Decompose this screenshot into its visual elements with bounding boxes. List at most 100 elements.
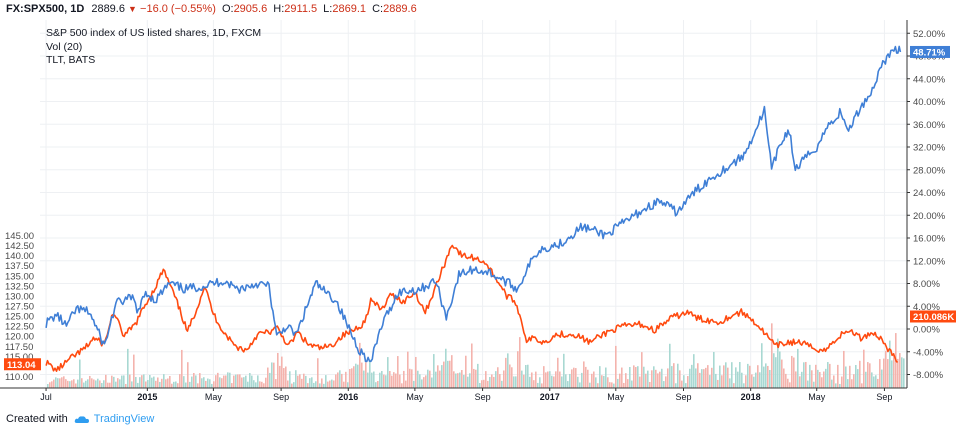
volume-bar	[259, 381, 261, 388]
volume-bar	[685, 383, 687, 388]
volume-bar	[627, 379, 629, 388]
volume-bar	[171, 383, 173, 388]
volume-bar	[359, 342, 361, 388]
volume-bar	[817, 369, 819, 388]
volume-bar	[51, 381, 53, 388]
volume-bar	[225, 375, 227, 388]
volume-bar	[843, 350, 845, 388]
volume-bar	[53, 379, 55, 388]
volume-bar	[669, 343, 671, 388]
volume-bar	[431, 377, 433, 388]
volume-bar	[893, 353, 895, 388]
right-axis-tick: 0.00%	[913, 325, 940, 336]
volume-bar	[451, 355, 453, 388]
spx-last-value-label: 48.71%	[913, 47, 946, 58]
volume-bar	[845, 366, 847, 388]
volume-bar	[647, 370, 649, 388]
volume-bar	[81, 378, 83, 388]
volume-bar	[427, 369, 429, 388]
volume-bar	[227, 372, 229, 388]
volume-bar	[339, 370, 341, 388]
tradingview-link[interactable]: TradingView	[93, 413, 155, 425]
volume-bar	[503, 370, 505, 388]
volume-bar	[507, 353, 509, 388]
volume-bar	[181, 349, 183, 388]
volume-bar	[497, 367, 499, 388]
close-label: C:	[372, 3, 384, 15]
time-axis-tick: Sep	[273, 392, 289, 402]
volume-bar	[859, 360, 861, 388]
right-axis-tick: 12.00%	[913, 256, 946, 267]
volume-bar	[315, 381, 317, 388]
volume-bar	[487, 380, 489, 388]
right-axis-tick: 4.00%	[913, 302, 940, 313]
right-axis-tick: 32.00%	[913, 143, 946, 154]
volume-bar	[341, 373, 343, 388]
volume-bar	[65, 379, 67, 388]
volume-bar	[433, 354, 435, 388]
volume-bar	[329, 380, 331, 388]
volume-bar	[499, 374, 501, 388]
volume-bar	[523, 374, 525, 388]
volume-bar	[839, 383, 841, 388]
volume-bar	[303, 373, 305, 388]
right-axis[interactable]: 52.00%48.00%44.00%40.00%36.00%32.00%28.0…	[907, 29, 946, 381]
volume-bar	[803, 362, 805, 388]
volume-bar	[121, 375, 123, 388]
volume-bar	[837, 364, 839, 388]
volume-bar	[539, 377, 541, 388]
series-lines	[45, 45, 902, 373]
volume-bar	[159, 381, 161, 388]
volume-bar	[475, 369, 477, 388]
volume-bar	[459, 372, 461, 388]
volume-bar	[217, 372, 219, 388]
time-axis-tick: May	[607, 392, 625, 402]
volume-bar	[311, 377, 313, 388]
volume-bar	[807, 380, 809, 388]
volume-bar	[251, 375, 253, 388]
volume-bar	[313, 382, 315, 388]
volume-bar	[253, 380, 255, 388]
volume-bar	[273, 362, 275, 388]
legend-compare-series[interactable]: TLT, BATS	[46, 54, 96, 66]
volume-bar	[415, 356, 417, 388]
volume-bar	[753, 376, 755, 388]
volume-bar	[383, 374, 385, 388]
volume-bar	[861, 383, 863, 388]
volume-bar	[635, 367, 637, 388]
legend-main-series[interactable]: S&P 500 index of US listed shares, 1D, F…	[46, 27, 262, 39]
volume-bar	[293, 382, 295, 388]
volume-bar	[711, 367, 713, 388]
volume-bar	[601, 375, 603, 388]
volume-bar	[593, 371, 595, 388]
volume-bar	[707, 365, 709, 388]
volume-bar	[371, 372, 373, 388]
volume-bar	[105, 374, 107, 388]
volume-bar	[695, 368, 697, 388]
legend-volume[interactable]: Vol (20)	[46, 40, 83, 53]
right-axis-tick: 36.00%	[913, 120, 946, 131]
time-axis-tick: Jul	[40, 392, 52, 402]
volume-bar	[795, 371, 797, 388]
volume-bar	[589, 382, 591, 388]
volume-bar	[609, 382, 611, 388]
high-value: 2911.5	[284, 3, 318, 15]
volume-bar	[275, 379, 277, 388]
time-axis[interactable]: Jul 2015 May Sep 2016 May Sep 2017 May Sep 2018 May…	[40, 388, 892, 402]
volume-bar	[147, 379, 149, 388]
symbol-name[interactable]: FX:SPX500, 1D	[6, 3, 85, 15]
volume-bar	[391, 375, 393, 388]
spx-series-line	[45, 45, 902, 363]
left-axis-tick: 122.50	[5, 322, 34, 333]
volume-bar	[97, 378, 99, 388]
volume-bar	[287, 380, 289, 388]
volume-bar	[423, 377, 425, 388]
chart-grid	[40, 20, 907, 388]
volume-bar	[857, 369, 859, 388]
time-axis-tick: Sep	[475, 392, 491, 402]
volume-bar	[791, 355, 793, 388]
volume-bar	[537, 382, 539, 388]
volume-bar	[307, 383, 309, 388]
volume-bar	[547, 371, 549, 388]
